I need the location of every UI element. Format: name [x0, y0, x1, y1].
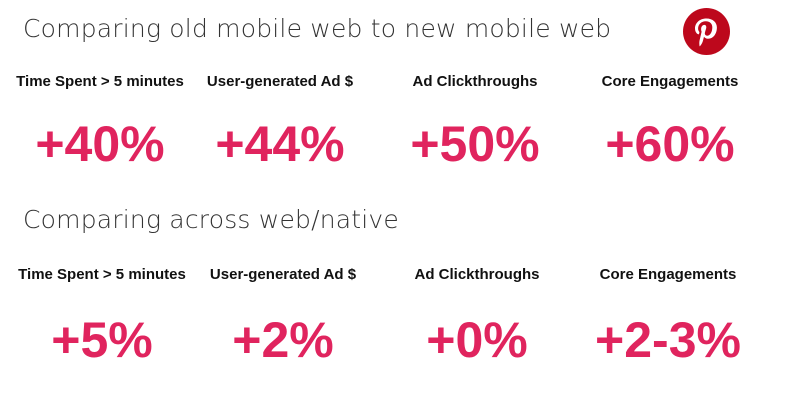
metric-label: User-generated Ad $ [206, 73, 354, 90]
metric-label: Core Engagements [601, 73, 739, 90]
metric-time-spent: Time Spent > 5 minutes +40% [5, 73, 195, 173]
metric-label: Core Engagements [599, 266, 737, 283]
metric-time-spent: Time Spent > 5 minutes +5% [7, 266, 197, 369]
metric-value: +2-3% [595, 312, 741, 368]
metric-value: +60% [605, 116, 735, 172]
metric-user-generated-ad-revenue: User-generated Ad $ +2% [188, 266, 378, 369]
metric-label: Time Spent > 5 minutes [16, 73, 184, 90]
metric-label: Time Spent > 5 minutes [18, 266, 186, 283]
metric-core-engagements: Core Engagements +60% [575, 73, 765, 173]
metric-value: +2% [232, 312, 334, 368]
metric-label: User-generated Ad $ [209, 266, 357, 283]
metric-label: Ad Clickthroughs [414, 266, 540, 283]
metric-value: +50% [410, 116, 540, 172]
section-title-old-vs-new: Comparing old mobile web to new mobile w… [23, 14, 612, 43]
metric-value: +40% [35, 116, 165, 172]
metric-value: +5% [51, 312, 153, 368]
metric-value: +44% [215, 116, 345, 172]
metric-ad-clickthroughs: Ad Clickthroughs +0% [382, 266, 572, 369]
metric-ad-clickthroughs: Ad Clickthroughs +50% [380, 73, 570, 173]
section-title-web-vs-native: Comparing across web/native [23, 205, 400, 234]
metric-label: Ad Clickthroughs [412, 73, 538, 90]
metric-core-engagements: Core Engagements +2-3% [573, 266, 763, 369]
metric-value: +0% [426, 312, 528, 368]
pinterest-logo-icon [683, 8, 730, 55]
metric-user-generated-ad-revenue: User-generated Ad $ +44% [185, 73, 375, 173]
